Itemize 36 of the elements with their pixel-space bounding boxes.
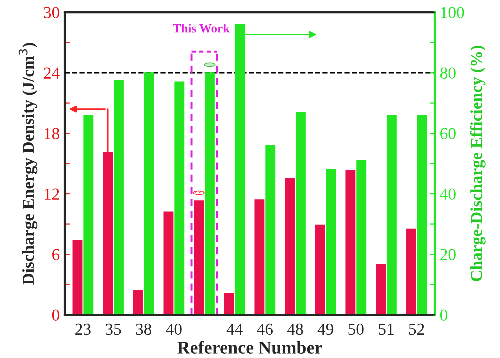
x-tick-label: 23 xyxy=(76,324,91,336)
x-tick-label: 51 xyxy=(379,324,394,336)
x-axis-title: Reference Number xyxy=(178,341,322,354)
y-tick-label: 24 xyxy=(44,68,60,79)
y-tick-label: 6 xyxy=(52,249,60,260)
y2-tick-label: 0 xyxy=(440,310,448,321)
y2-tick-label: 60 xyxy=(440,128,456,140)
bar xyxy=(224,293,234,316)
x-tick-label: 44 xyxy=(226,324,243,335)
bar xyxy=(205,72,215,316)
y-tick-label: 12 xyxy=(44,188,60,200)
x-tick-label: 52 xyxy=(409,324,424,336)
y2-tick-label: 20 xyxy=(440,249,456,260)
y-tick-label: 0 xyxy=(52,310,60,321)
bar xyxy=(174,82,185,316)
bar xyxy=(376,264,386,316)
y2-tick-label: 40 xyxy=(440,188,456,200)
x-tick-label: 48 xyxy=(287,324,304,336)
x-tick-label: 49 xyxy=(318,324,334,336)
x-tick-label: 38 xyxy=(136,324,152,336)
y2-axis-title: Charge-Discharge Efficiency (%) xyxy=(470,46,486,282)
y2-tick-label: 80 xyxy=(440,68,456,79)
bar xyxy=(417,114,428,316)
bar xyxy=(84,114,94,316)
y-tick-label: 18 xyxy=(44,128,60,140)
x-tick-label: 40 xyxy=(166,324,182,336)
x-tick-label: 35 xyxy=(106,324,122,336)
bar xyxy=(386,114,397,316)
x-tick-label: 50 xyxy=(348,324,364,336)
annotation: This Work xyxy=(173,24,230,33)
x-tick-label: 46 xyxy=(257,324,273,336)
y-axis-title: Discharge Energy Density (J/cm$^{3}$) xyxy=(18,43,38,285)
y2-tick-label: 100 xyxy=(441,7,464,18)
bar xyxy=(144,72,154,316)
y-tick-label: 30 xyxy=(44,7,60,18)
bar xyxy=(133,290,144,316)
